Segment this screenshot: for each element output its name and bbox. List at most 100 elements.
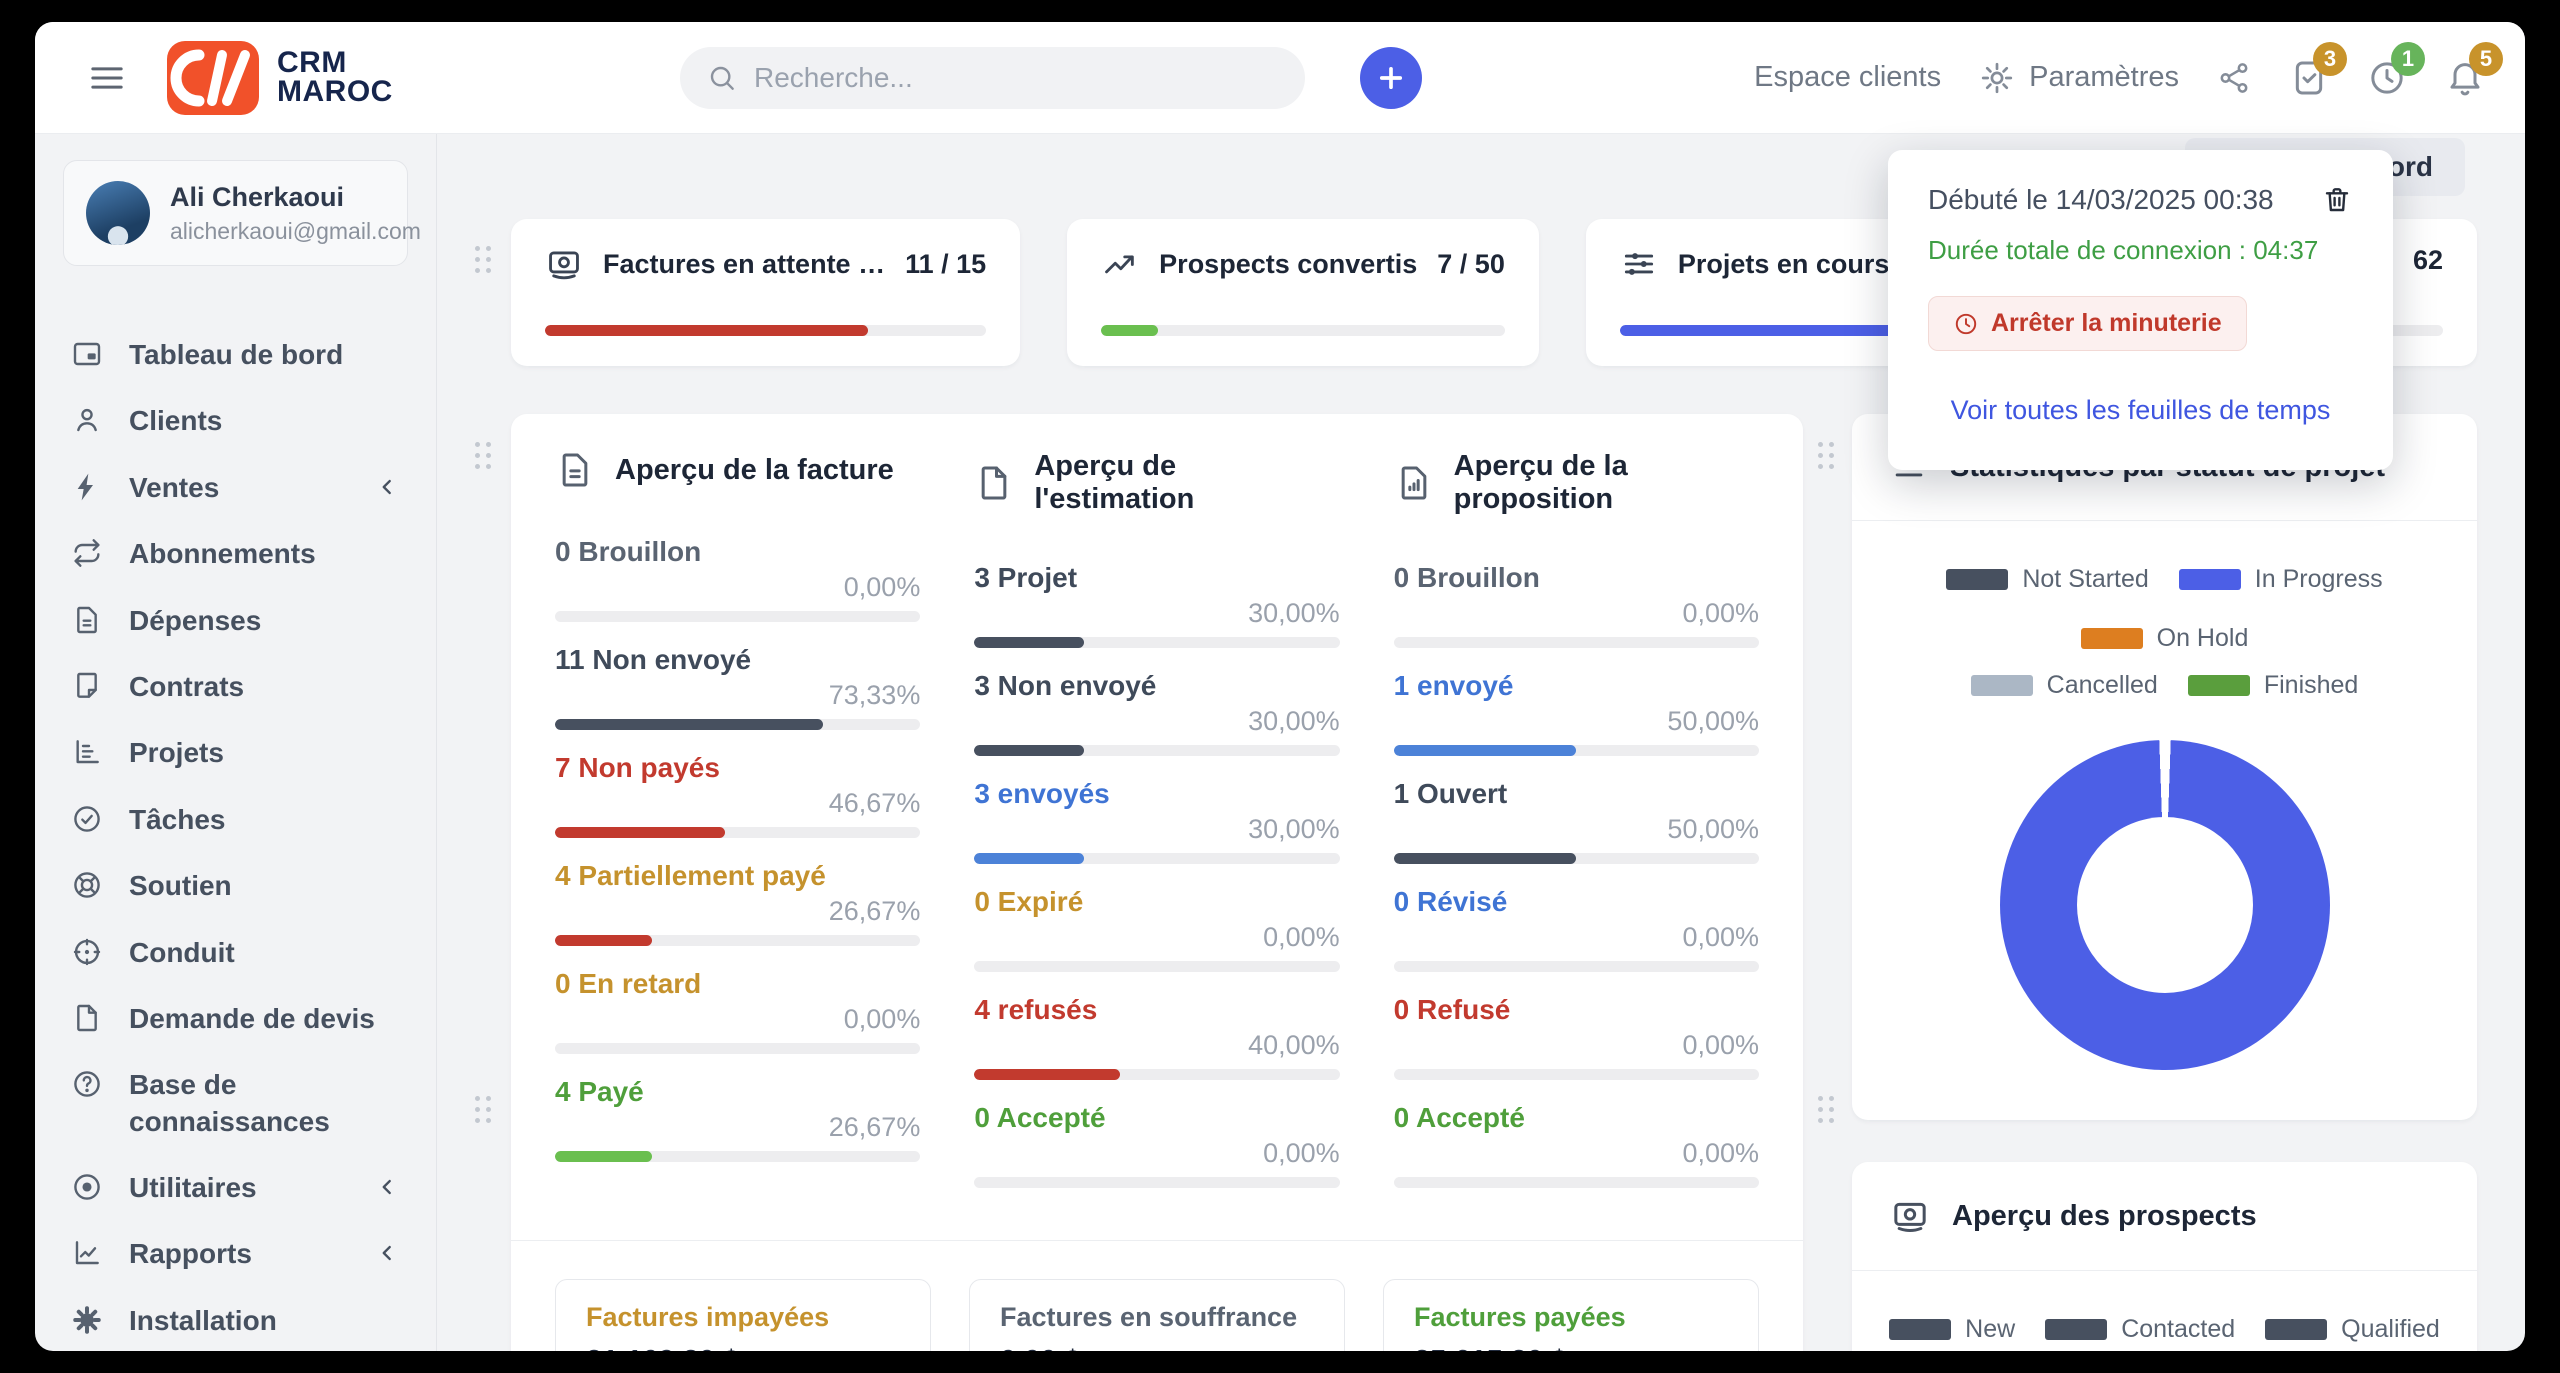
sidebar-item-soutien[interactable]: Soutien <box>63 853 408 919</box>
summary-card-factures-payees[interactable]: Factures payées 25 615,20 $ <box>1383 1279 1759 1351</box>
drag-handle[interactable] <box>1818 1096 1834 1123</box>
stat-row: 0 Brouillon 0,00% <box>1393 562 1759 648</box>
timer-duration-text: Durée totale de connexion : 04:37 <box>1928 235 2319 265</box>
stat-progress-bar <box>1393 745 1759 756</box>
drag-handle[interactable] <box>1818 442 1834 469</box>
add-button[interactable] <box>1360 47 1422 109</box>
drag-handle[interactable] <box>475 442 491 469</box>
prospects-body: NewContactedQualifiedWorkingProposal Sen… <box>1852 1271 2477 1351</box>
app-logo: CRM MAROC <box>165 39 393 117</box>
sidebar-item-projets[interactable]: Projets <box>63 720 408 786</box>
sidebar-item-ventes[interactable]: Ventes <box>63 455 408 521</box>
sidebar-item-tableau-de-bord[interactable]: Tableau de bord <box>63 322 408 388</box>
legend-label: Contacted <box>2121 1315 2236 1343</box>
stat-row: 4 Partiellement payé 26,67% <box>555 860 921 946</box>
search-icon <box>706 62 738 94</box>
timer-icon[interactable]: 1 <box>2367 41 2425 98</box>
overview-divider <box>511 1240 1803 1241</box>
legend-item-not-started[interactable]: Not Started <box>1946 565 2149 594</box>
sidebar-item-abonnements[interactable]: Abonnements <box>63 521 408 587</box>
legend-item-on-hold[interactable]: On Hold <box>2080 624 2249 653</box>
drag-handle[interactable] <box>475 246 491 273</box>
legend-label: In Progress <box>2254 565 2383 593</box>
stat-row: 0 Expiré 0,00% <box>974 886 1340 972</box>
repeat-icon <box>71 537 103 569</box>
sidebar-item-utilitaires[interactable]: Utilitaires <box>63 1155 408 1221</box>
parametres-link[interactable]: Paramètres <box>1979 60 2179 96</box>
legend-color-chip <box>1946 569 2009 590</box>
sidebar-item-clients[interactable]: Clients <box>63 388 408 454</box>
legend-item-finished[interactable]: Finished <box>2187 671 2359 700</box>
view-timesheets-link[interactable]: Voir toutes les feuilles de temps <box>1950 395 2331 425</box>
summary-label: Factures impayées <box>586 1302 830 1332</box>
overview-column: Aperçu de la facture 0 Brouillon 0,00% 11 N… <box>555 450 921 1210</box>
chevron-left-icon <box>374 1240 400 1266</box>
legend-color-chip <box>1970 675 2033 696</box>
stat-progress-bar <box>1393 961 1759 972</box>
espace-clients-link[interactable]: Espace clients <box>1754 61 1942 93</box>
legend-label: On Hold <box>2156 624 2249 652</box>
contract-icon <box>71 670 103 702</box>
overview-widget: Aperçu de la facture 0 Brouillon 0,00% 11 N… <box>511 414 1803 1351</box>
chevron-left-icon <box>374 1174 400 1200</box>
summary-card-factures-impayees[interactable]: Factures impayées 21 109,20 $ <box>555 1279 931 1351</box>
timer-popup: Débuté le 14/03/2025 00:38 Durée totale … <box>1888 150 2393 470</box>
logo-text: CRM MAROC <box>277 46 393 108</box>
project-status-donut-chart[interactable] <box>1999 740 2330 1070</box>
dashboard-icon <box>71 338 103 370</box>
stat-row: 0 Révisé 0,00% <box>1393 886 1759 972</box>
project-stats-widget: Statistiques par statut de projet Not St… <box>1852 414 2477 1120</box>
legend-item-contacted[interactable]: Contacted <box>2045 1315 2235 1344</box>
legend-label: Qualified <box>2341 1315 2440 1343</box>
legend-label: Cancelled <box>2046 671 2158 699</box>
stop-timer-button[interactable]: Arrêter la minuterie <box>1928 296 2247 351</box>
legend-item-cancelled[interactable]: Cancelled <box>1970 671 2158 700</box>
stat-percent: 0,00% <box>1682 1030 1759 1060</box>
stat-progress-bar <box>974 1069 1340 1080</box>
sidebar-item-demande-de-devis[interactable]: Demande de devis <box>63 986 408 1052</box>
stat-label: 0 Brouillon <box>555 536 702 567</box>
cash-icon <box>545 245 583 283</box>
tasks-icon[interactable]: 3 <box>2289 41 2347 98</box>
profile-card[interactable]: Ali Cherkaoui alicherkaoui@gmail.com <box>63 160 421 266</box>
sidebar-item-base-de-connaissances[interactable]: Base de connaissances <box>63 1052 408 1155</box>
legend-item-new[interactable]: New <box>1889 1315 2015 1344</box>
search-input[interactable] <box>754 62 1279 94</box>
sidebar-item-installation[interactable]: Installation <box>63 1288 408 1351</box>
stat-row: 3 Projet 30,00% <box>974 562 1340 648</box>
doc-chart-icon <box>1394 463 1434 503</box>
drag-handle[interactable] <box>475 1096 491 1123</box>
sidebar-item-contrats[interactable]: Contrats <box>63 654 408 720</box>
delete-timer-button[interactable] <box>2321 184 2353 219</box>
notifications-bell-icon[interactable]: 5 <box>2445 41 2503 98</box>
legend-item-qualified[interactable]: Qualified <box>2265 1315 2440 1344</box>
legend-color-chip <box>2187 675 2250 696</box>
project-stats-body: Not Started In Progress On Hold Cancelled Fi… <box>1852 521 2477 1120</box>
sidebar-item-conduit[interactable]: Conduit <box>63 920 408 986</box>
stat-label: 1 envoyé <box>1393 670 1514 701</box>
sidebar-item-label: Clients <box>129 405 223 437</box>
legend-color-chip <box>2045 1319 2108 1340</box>
timer-badge: 1 <box>2391 41 2425 76</box>
sidebar-item-label: Demande de devis <box>129 1002 375 1034</box>
app-body: Ali Cherkaoui alicherkaoui@gmail.com Tab… <box>35 134 2525 1351</box>
stat-progress-bar <box>1393 637 1759 648</box>
stat-percent: 0,00% <box>843 572 921 602</box>
stat-row: 4 Payé 26,67% <box>555 1076 921 1162</box>
search-bar[interactable] <box>680 47 1305 109</box>
sidebar-item-depenses[interactable]: Dépenses <box>63 588 408 654</box>
hamburger-menu-icon[interactable] <box>87 58 127 98</box>
stat-progress-bar <box>974 1177 1340 1188</box>
share-icon[interactable] <box>2217 61 2251 95</box>
sidebar-item-label: Conduit <box>129 936 235 968</box>
file-icon <box>71 1002 103 1034</box>
legend-label: Finished <box>2263 671 2359 699</box>
sidebar-item-taches[interactable]: Tâches <box>63 787 408 853</box>
stat-label: 0 En retard <box>555 968 702 999</box>
legend-item-in-progress[interactable]: In Progress <box>2178 565 2383 594</box>
sidebar-item-label: Tableau de bord <box>129 339 344 370</box>
stat-percent: 0,00% <box>843 1004 921 1034</box>
sidebar-item-rapports[interactable]: Rapports <box>63 1221 408 1287</box>
summary-card-factures-en-souffrance[interactable]: Factures en souffrance 0,00 $ <box>969 1279 1345 1351</box>
